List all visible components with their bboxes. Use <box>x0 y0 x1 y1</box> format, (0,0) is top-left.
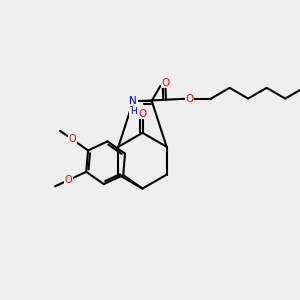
Text: O: O <box>65 175 73 185</box>
Text: O: O <box>138 109 147 118</box>
Text: O: O <box>68 134 76 144</box>
Text: O: O <box>185 94 194 103</box>
Text: H: H <box>130 107 137 116</box>
Text: O: O <box>161 78 169 88</box>
Text: N: N <box>129 96 137 106</box>
